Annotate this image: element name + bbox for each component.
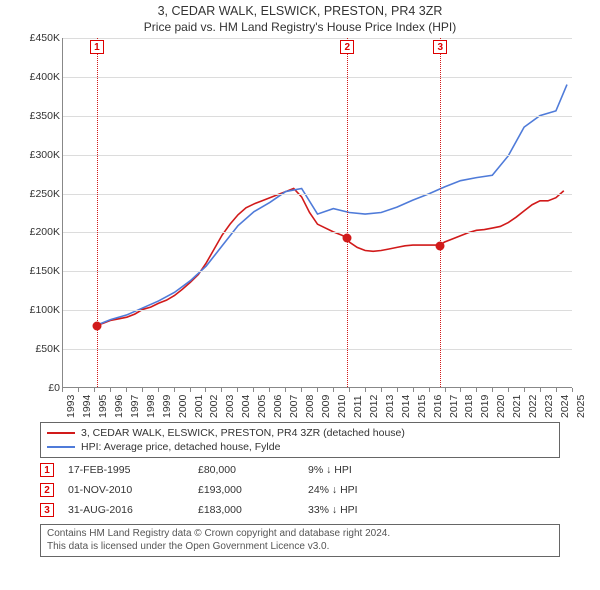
y-tick-label: £400K <box>20 71 60 83</box>
legend-label: HPI: Average price, detached house, Fyld… <box>81 441 280 453</box>
plot-area: 1 2 3 <box>62 38 572 388</box>
sale-point-icon <box>343 233 352 242</box>
legend-label: 3, CEDAR WALK, ELSWICK, PRESTON, PR4 3ZR… <box>81 427 405 439</box>
transaction-date: 01-NOV-2010 <box>68 484 198 496</box>
sale-marker-badge: 3 <box>433 40 447 54</box>
transaction-diff: 9% ↓ HPI <box>308 464 560 476</box>
sale-point-icon <box>436 241 445 250</box>
series-legend: 3, CEDAR WALK, ELSWICK, PRESTON, PR4 3ZR… <box>40 422 560 458</box>
legend-swatch-icon <box>47 432 75 434</box>
transaction-price: £193,000 <box>198 484 308 496</box>
y-tick-label: £150K <box>20 265 60 277</box>
title-block: 3, CEDAR WALK, ELSWICK, PRESTON, PR4 3ZR… <box>0 0 600 36</box>
y-tick-label: £300K <box>20 149 60 161</box>
transaction-row: 1 17-FEB-1995£80,0009% ↓ HPI <box>40 460 560 480</box>
gridline <box>63 310 572 311</box>
y-tick-label: £450K <box>20 32 60 44</box>
transactions-table: 1 17-FEB-1995£80,0009% ↓ HPI 2 01-NOV-2010£… <box>40 460 560 520</box>
transaction-diff: 33% ↓ HPI <box>308 504 560 516</box>
y-tick-label: £350K <box>20 110 60 122</box>
chart: £0 £50K £100K £150K £200K £250K £300K £350K £400… <box>20 38 580 418</box>
gridline <box>63 77 572 78</box>
legend-row: HPI: Average price, detached house, Fyld… <box>47 440 553 454</box>
gridline <box>63 38 572 39</box>
y-tick-label: £250K <box>20 188 60 200</box>
sale-marker-badge: 2 <box>340 40 354 54</box>
license-line1: Contains HM Land Registry data © Crown c… <box>47 528 553 541</box>
gridline <box>63 232 572 233</box>
y-tick-label: £0 <box>20 382 60 394</box>
series-hpi <box>97 85 567 325</box>
transaction-row: 3 31-AUG-2016£183,00033% ↓ HPI <box>40 500 560 520</box>
license-box: Contains HM Land Registry data © Crown c… <box>40 524 560 557</box>
sale-marker-line <box>347 38 348 387</box>
y-tick-label: £200K <box>20 226 60 238</box>
transaction-badge: 1 <box>40 463 54 477</box>
sale-marker-line <box>440 38 441 387</box>
transaction-badge: 2 <box>40 483 54 497</box>
gridline <box>63 271 572 272</box>
sale-marker-line <box>97 38 98 387</box>
sale-marker-badge: 1 <box>90 40 104 54</box>
transaction-badge: 3 <box>40 503 54 517</box>
transaction-row: 2 01-NOV-2010£193,00024% ↓ HPI <box>40 480 560 500</box>
transaction-price: £80,000 <box>198 464 308 476</box>
y-tick-label: £100K <box>20 304 60 316</box>
gridline <box>63 349 572 350</box>
legend-swatch-icon <box>47 446 75 448</box>
transaction-date: 17-FEB-1995 <box>68 464 198 476</box>
transaction-date: 31-AUG-2016 <box>68 504 198 516</box>
gridline <box>63 116 572 117</box>
transaction-diff: 24% ↓ HPI <box>308 484 560 496</box>
license-line2: This data is licensed under the Open Gov… <box>47 541 553 554</box>
legend-row: 3, CEDAR WALK, ELSWICK, PRESTON, PR4 3ZR… <box>47 426 553 440</box>
y-tick-label: £50K <box>20 343 60 355</box>
title-subtitle: Price paid vs. HM Land Registry's House … <box>0 20 600 34</box>
series-svg <box>63 38 572 387</box>
gridline <box>63 194 572 195</box>
title-address: 3, CEDAR WALK, ELSWICK, PRESTON, PR4 3ZR <box>0 4 600 18</box>
transaction-price: £183,000 <box>198 504 308 516</box>
gridline <box>63 155 572 156</box>
sale-point-icon <box>92 321 101 330</box>
